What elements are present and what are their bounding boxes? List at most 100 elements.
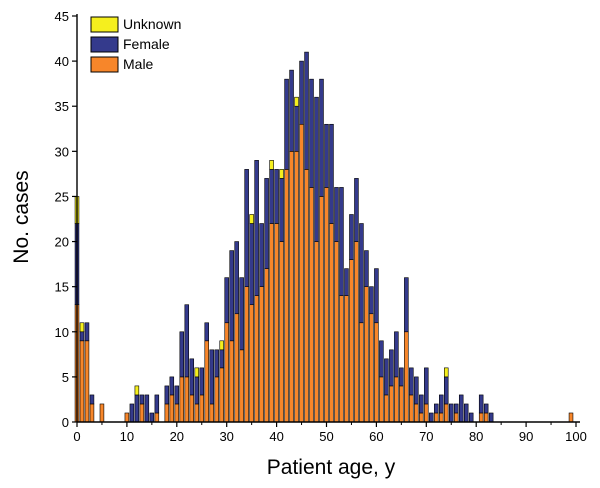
bar-female-age-38 bbox=[264, 178, 269, 269]
x-tick-label: 70 bbox=[419, 429, 433, 444]
y-tick-label: 0 bbox=[62, 415, 69, 430]
bar-female-age-43 bbox=[289, 69, 294, 152]
bar-female-age-1 bbox=[79, 331, 85, 342]
bar-unknown-age-35 bbox=[249, 214, 254, 224]
bar-male-age-63 bbox=[389, 385, 394, 423]
bar-male-age-61 bbox=[379, 376, 384, 423]
bar-female-age-79 bbox=[468, 412, 474, 423]
y-tick-label: 20 bbox=[55, 235, 69, 250]
bar-male-age-39 bbox=[269, 223, 274, 423]
bar-male-age-59 bbox=[369, 313, 374, 423]
bar-female-age-69 bbox=[419, 394, 424, 414]
bar-unknown-age-44 bbox=[294, 96, 299, 107]
bar-female-age-11 bbox=[129, 403, 135, 423]
bar-male-age-22 bbox=[184, 376, 190, 423]
legend-swatch-female bbox=[90, 36, 119, 53]
bar-female-age-27 bbox=[209, 349, 214, 405]
bar-male-age-76 bbox=[453, 412, 459, 423]
x-tick-label: 0 bbox=[73, 429, 80, 444]
bar-female-age-42 bbox=[284, 78, 289, 170]
x-tick-label: 30 bbox=[219, 429, 233, 444]
bar-male-age-74 bbox=[444, 403, 449, 423]
bar-female-age-81 bbox=[478, 394, 484, 414]
y-tick-label: 30 bbox=[55, 144, 69, 159]
bar-male-age-26 bbox=[204, 340, 209, 423]
bar-female-age-47 bbox=[309, 78, 314, 188]
bar-male-age-28 bbox=[214, 376, 219, 423]
legend-label-male: Male bbox=[123, 56, 154, 72]
bar-female-age-72 bbox=[434, 403, 439, 414]
y-tick-label: 45 bbox=[55, 9, 69, 24]
axes bbox=[72, 14, 580, 427]
bar-male-age-42 bbox=[284, 169, 289, 423]
bar-male-age-25 bbox=[199, 394, 204, 423]
legend-swatch-male bbox=[90, 56, 119, 73]
bar-female-age-37 bbox=[259, 223, 264, 287]
bar-female-age-22 bbox=[184, 304, 190, 378]
bar-male-age-37 bbox=[259, 286, 264, 423]
bar-male-age-36 bbox=[254, 295, 259, 423]
bar-female-age-64 bbox=[394, 331, 399, 378]
bar-male-age-73 bbox=[439, 412, 444, 423]
bar-male-age-66 bbox=[404, 331, 409, 423]
bar-female-age-55 bbox=[349, 214, 354, 260]
bar-female-age-24 bbox=[194, 376, 199, 405]
bar-female-age-67 bbox=[409, 367, 414, 396]
bar-female-age-74 bbox=[444, 376, 449, 405]
bar-male-age-43 bbox=[289, 151, 294, 423]
bar-female-age-19 bbox=[169, 376, 175, 396]
bar-female-age-12 bbox=[134, 394, 140, 423]
bar-female-age-73 bbox=[439, 394, 444, 414]
bar-female-age-41 bbox=[279, 178, 284, 242]
bar-unknown-age-12 bbox=[134, 385, 140, 396]
bar-female-age-62 bbox=[384, 358, 389, 396]
bar-female-age-15 bbox=[149, 412, 155, 423]
bar-group bbox=[74, 51, 574, 423]
bar-male-age-30 bbox=[224, 322, 229, 423]
bar-male-age-68 bbox=[414, 403, 419, 423]
bar-male-age-52 bbox=[334, 241, 339, 423]
bar-male-age-48 bbox=[314, 241, 319, 423]
bar-female-age-65 bbox=[399, 367, 404, 387]
bar-male-age-60 bbox=[374, 322, 379, 423]
legend-swatch-unknown bbox=[90, 16, 119, 33]
bar-female-age-2 bbox=[84, 322, 90, 342]
bar-female-age-76 bbox=[453, 403, 459, 414]
bar-male-age-47 bbox=[309, 187, 314, 423]
bar-male-age-72 bbox=[434, 412, 439, 423]
y-tick-label: 15 bbox=[55, 280, 69, 295]
bar-male-age-24 bbox=[194, 403, 199, 423]
bar-female-age-31 bbox=[229, 250, 234, 342]
bar-female-age-68 bbox=[414, 376, 419, 405]
bar-male-age-69 bbox=[419, 412, 424, 423]
bar-male-age-50 bbox=[324, 187, 329, 423]
bar-male-age-58 bbox=[364, 286, 369, 423]
bar-unknown-age-39 bbox=[269, 160, 274, 170]
bar-female-age-50 bbox=[324, 123, 329, 188]
bar-male-age-64 bbox=[394, 376, 399, 423]
bar-female-age-59 bbox=[369, 286, 374, 315]
bar-female-age-33 bbox=[239, 277, 244, 351]
bar-female-age-18 bbox=[164, 385, 170, 405]
bar-male-age-45 bbox=[299, 123, 304, 423]
bar-female-age-49 bbox=[319, 78, 324, 197]
y-tick-label: 25 bbox=[55, 189, 69, 204]
bar-female-age-40 bbox=[274, 169, 279, 224]
bar-female-age-52 bbox=[334, 187, 339, 242]
bar-female-age-82 bbox=[483, 403, 489, 414]
bar-male-age-55 bbox=[349, 259, 354, 423]
bar-male-age-56 bbox=[354, 241, 359, 423]
x-tick-label: 10 bbox=[120, 429, 134, 444]
bar-female-age-20 bbox=[174, 385, 180, 405]
bar-male-age-21 bbox=[179, 376, 185, 423]
bar-unknown-age-41 bbox=[279, 169, 284, 179]
bar-unknown-age-24 bbox=[194, 367, 199, 378]
bar-male-age-81 bbox=[478, 412, 484, 423]
tick-labels: 0 10 20 30 40 50 60 70 80 90 100 0 5 10 15 20 25 30 35 40 45 bbox=[55, 9, 587, 444]
bar-male-age-10 bbox=[124, 412, 130, 423]
bar-female-age-63 bbox=[389, 349, 394, 387]
bar-male-age-38 bbox=[264, 268, 269, 423]
bar-unknown-age-74 bbox=[444, 367, 449, 378]
bar-male-age-31 bbox=[229, 340, 234, 423]
bar-female-age-60 bbox=[374, 268, 379, 324]
